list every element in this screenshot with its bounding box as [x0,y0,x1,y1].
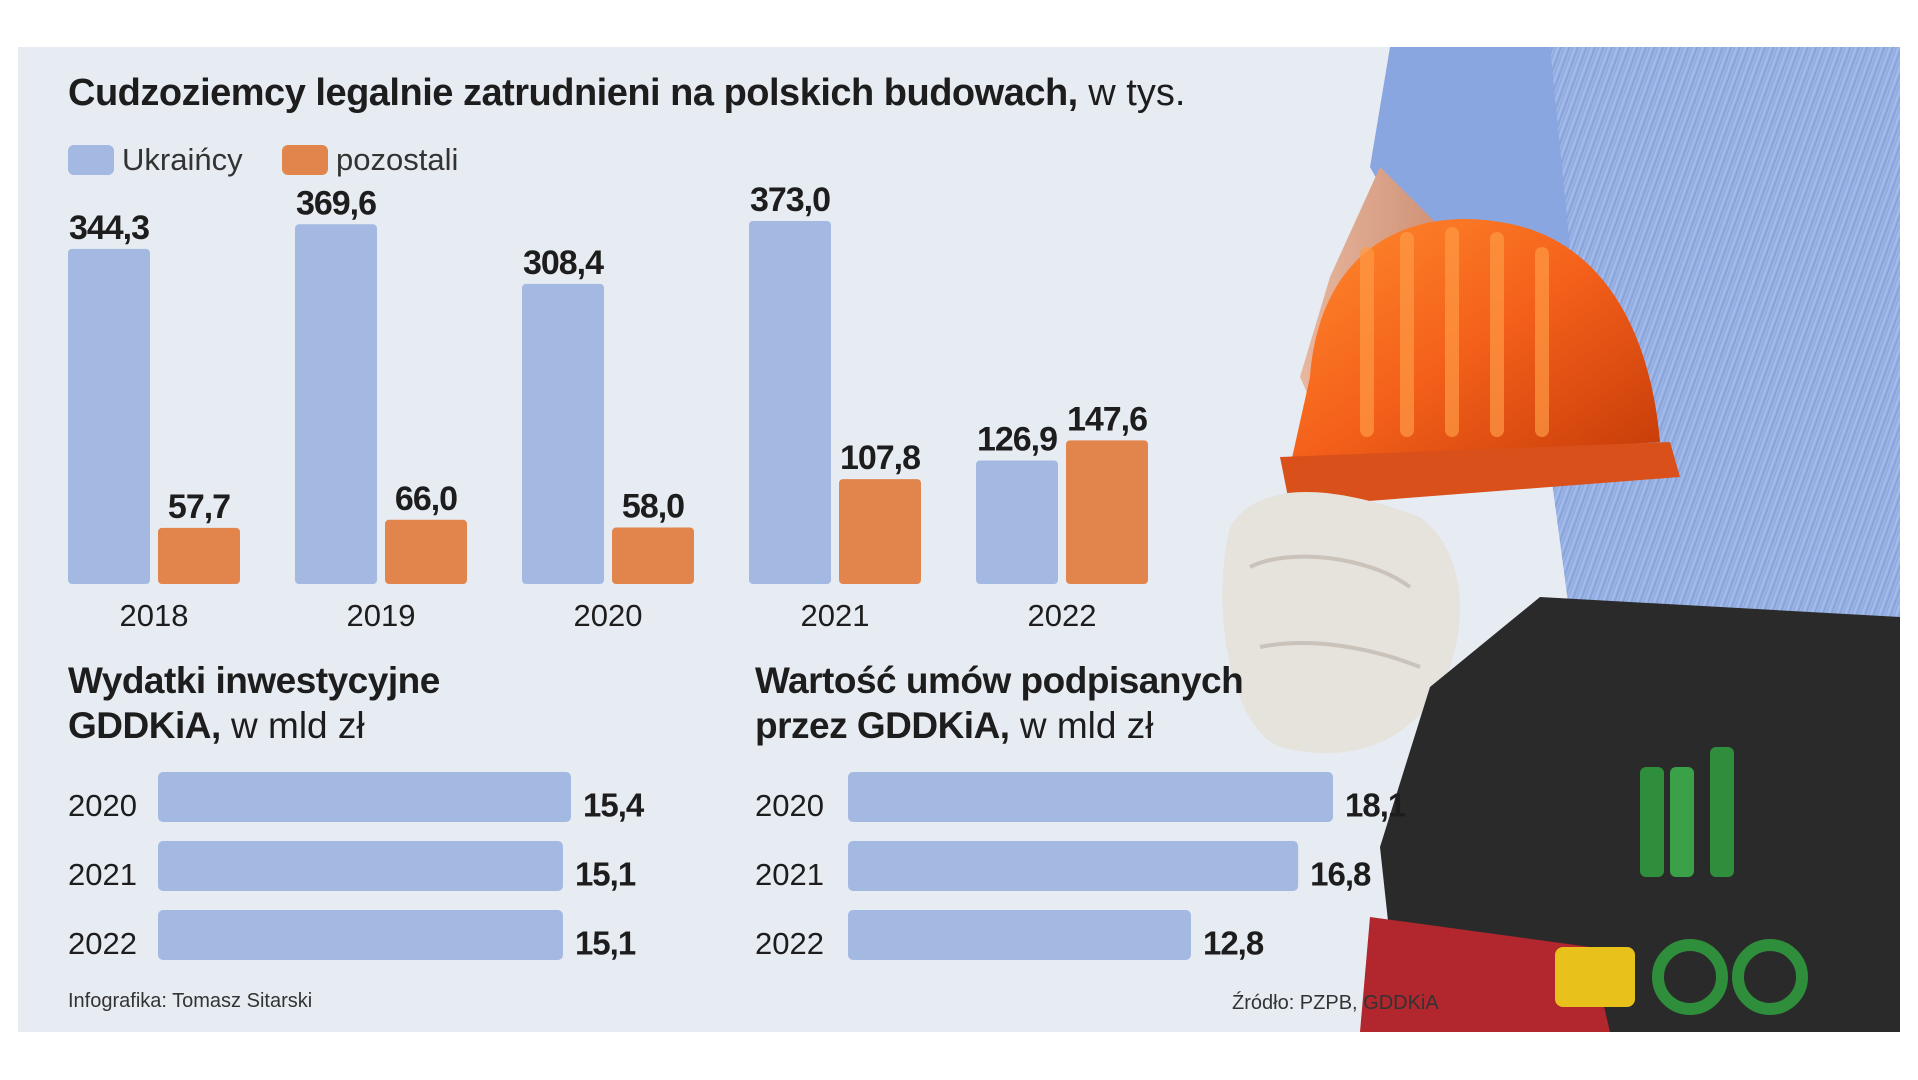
right-title-unit: w mld zł [1019,705,1154,746]
contracts-value-2020: 18,1 [1345,787,1406,824]
legend-label-ukraincy: Ukraińcy [122,142,243,177]
x-tick-2018: 2018 [120,598,189,633]
credit-text: Infografika: Tomasz Sitarski [68,990,313,1012]
main-title-bold: Cudzoziemcy legalnie zatrudnieni na pols… [68,72,1078,114]
value-label-ukraincy-2018: 344,3 [69,209,149,247]
contracts-bar-2020 [848,772,1333,822]
right-title-line2: przez GDDKiA, [755,705,1010,746]
x-tick-2019: 2019 [347,598,416,633]
contracts-year-2020: 2020 [755,788,824,823]
left-panel-title: Wydatki inwestycyjne GDDKiA, w mld zł [68,658,440,748]
invest-bar-2020 [158,772,571,822]
left-title-unit: w mld zł [231,705,365,746]
invest-bar-2022 [158,910,563,960]
contracts-value-2021: 16,8 [1310,856,1371,893]
invest-value-2020: 15,4 [583,787,645,824]
contracts-year-2021: 2021 [755,857,824,892]
contracts-bar-2022 [848,910,1191,960]
bar-ukraincy-2019 [295,224,377,585]
legend-item-ukraincy: Ukraińcy [68,142,243,177]
legend-swatch-ukraincy [68,145,114,175]
invest-year-2021: 2021 [68,857,137,892]
value-label-ukraincy-2021: 373,0 [750,181,830,219]
bar-pozostali-2021 [839,479,921,584]
value-label-pozostali-2018: 57,7 [168,488,230,526]
invest-year-2022: 2022 [68,926,137,961]
legend-swatch-pozostali [282,145,328,175]
bar-pozostali-2019 [385,519,467,584]
x-tick-2021: 2021 [801,598,870,633]
invest-bar-2021 [158,841,563,891]
main-chart-title: Cudzoziemcy legalnie zatrudnieni na pols… [68,72,1185,115]
bar-ukraincy-2021 [749,221,831,584]
bar-ukraincy-2022 [976,460,1058,584]
source-text: Źródło: PZPB, GDDKiA [1232,992,1439,1014]
main-title-unit: w tys. [1088,72,1186,114]
left-title-line1: Wydatki inwestycyjne [68,660,440,701]
x-tick-2020: 2020 [574,598,643,633]
value-label-ukraincy-2019: 369,6 [296,184,376,222]
bar-ukraincy-2018 [68,248,150,585]
value-label-pozostali-2019: 66,0 [395,480,457,518]
invest-value-2022: 15,1 [575,925,636,962]
value-label-pozostali-2020: 58,0 [622,488,684,526]
contracts-year-2022: 2022 [755,926,824,961]
legend-label-pozostali: pozostali [336,142,459,177]
invest-year-2020: 2020 [68,788,137,823]
value-label-ukraincy-2022: 126,9 [977,421,1057,459]
value-label-pozostali-2021: 107,8 [840,439,920,477]
legend-item-pozostali: pozostali [282,142,459,177]
value-label-pozostali-2022: 147,6 [1067,400,1147,438]
contracts-bar-2021 [848,841,1299,891]
contracts-value-2022: 12,8 [1203,925,1264,962]
construction-worker-photo [1222,47,1900,1032]
bar-pozostali-2022 [1066,440,1148,584]
right-panel-title: Wartość umów podpisanych przez GDDKiA, w… [755,658,1244,748]
value-label-ukraincy-2020: 308,4 [523,244,604,282]
left-title-line2: GDDKiA, [68,705,221,746]
invest-value-2021: 15,1 [575,856,636,893]
bar-pozostali-2018 [158,527,240,584]
bar-ukraincy-2020 [522,283,604,584]
x-tick-2022: 2022 [1028,598,1097,633]
bar-pozostali-2020 [612,527,694,584]
right-title-line1: Wartość umów podpisanych [755,660,1244,701]
